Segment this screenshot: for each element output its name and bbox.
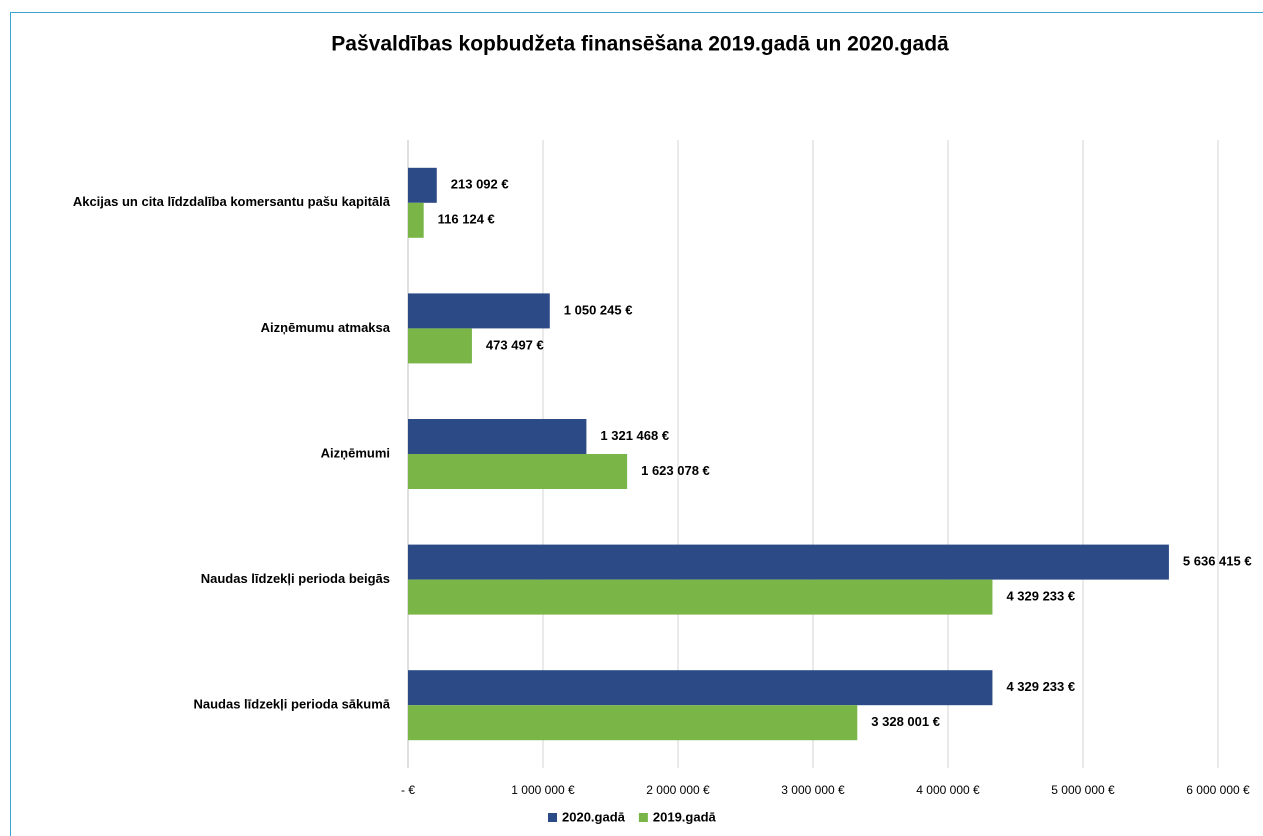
bar: [408, 579, 993, 615]
value-label: 213 092 €: [451, 177, 509, 192]
bar: [408, 454, 628, 489]
category-label: Akcijas un cita līdzdalība komersantu pa…: [73, 194, 391, 209]
bar: [408, 328, 472, 364]
x-tick-label: 5 000 000 €: [1051, 783, 1115, 797]
bar: [408, 544, 1169, 580]
category-label: Naudas līdzekļi perioda sākumā: [193, 697, 390, 712]
chart-title: Pašvaldības kopbudžeta finansēšana 2019.…: [331, 33, 949, 56]
legend-label: 2019.gadā: [653, 809, 717, 824]
bar: [408, 202, 424, 238]
value-label: 473 497 €: [486, 337, 544, 352]
legend-swatch: [638, 813, 648, 822]
value-label: 3 328 001 €: [871, 714, 940, 729]
category-label: Aizņēmumi: [321, 445, 390, 460]
x-tick-label: 2 000 000 €: [646, 783, 710, 797]
value-label: 1 321 468 €: [600, 428, 669, 443]
category-label: Naudas līdzekļi perioda beigās: [201, 571, 390, 586]
category-label: Aizņēmumu atmaksa: [261, 320, 391, 335]
bar: [408, 293, 550, 329]
x-tick-label: 4 000 000 €: [916, 783, 980, 797]
legend-label: 2020.gadā: [562, 809, 626, 824]
x-tick-label: 1 000 000 €: [511, 783, 575, 797]
value-label: 1 623 078 €: [641, 463, 710, 478]
bar: [408, 670, 993, 706]
value-label: 5 636 415 €: [1183, 554, 1252, 569]
x-tick-label: 6 000 000 €: [1186, 783, 1250, 797]
bar: [408, 167, 437, 203]
legend-swatch: [548, 813, 557, 822]
x-tick-label: 3 000 000 €: [781, 783, 845, 797]
value-label: 116 124 €: [438, 212, 495, 227]
value-label: 1 050 245 €: [564, 302, 633, 317]
x-tick-label: - €: [401, 783, 415, 797]
value-label: 4 329 233 €: [1006, 679, 1075, 694]
value-label: 4 329 233 €: [1006, 589, 1075, 604]
bar: [408, 419, 587, 454]
bar: [408, 705, 858, 741]
